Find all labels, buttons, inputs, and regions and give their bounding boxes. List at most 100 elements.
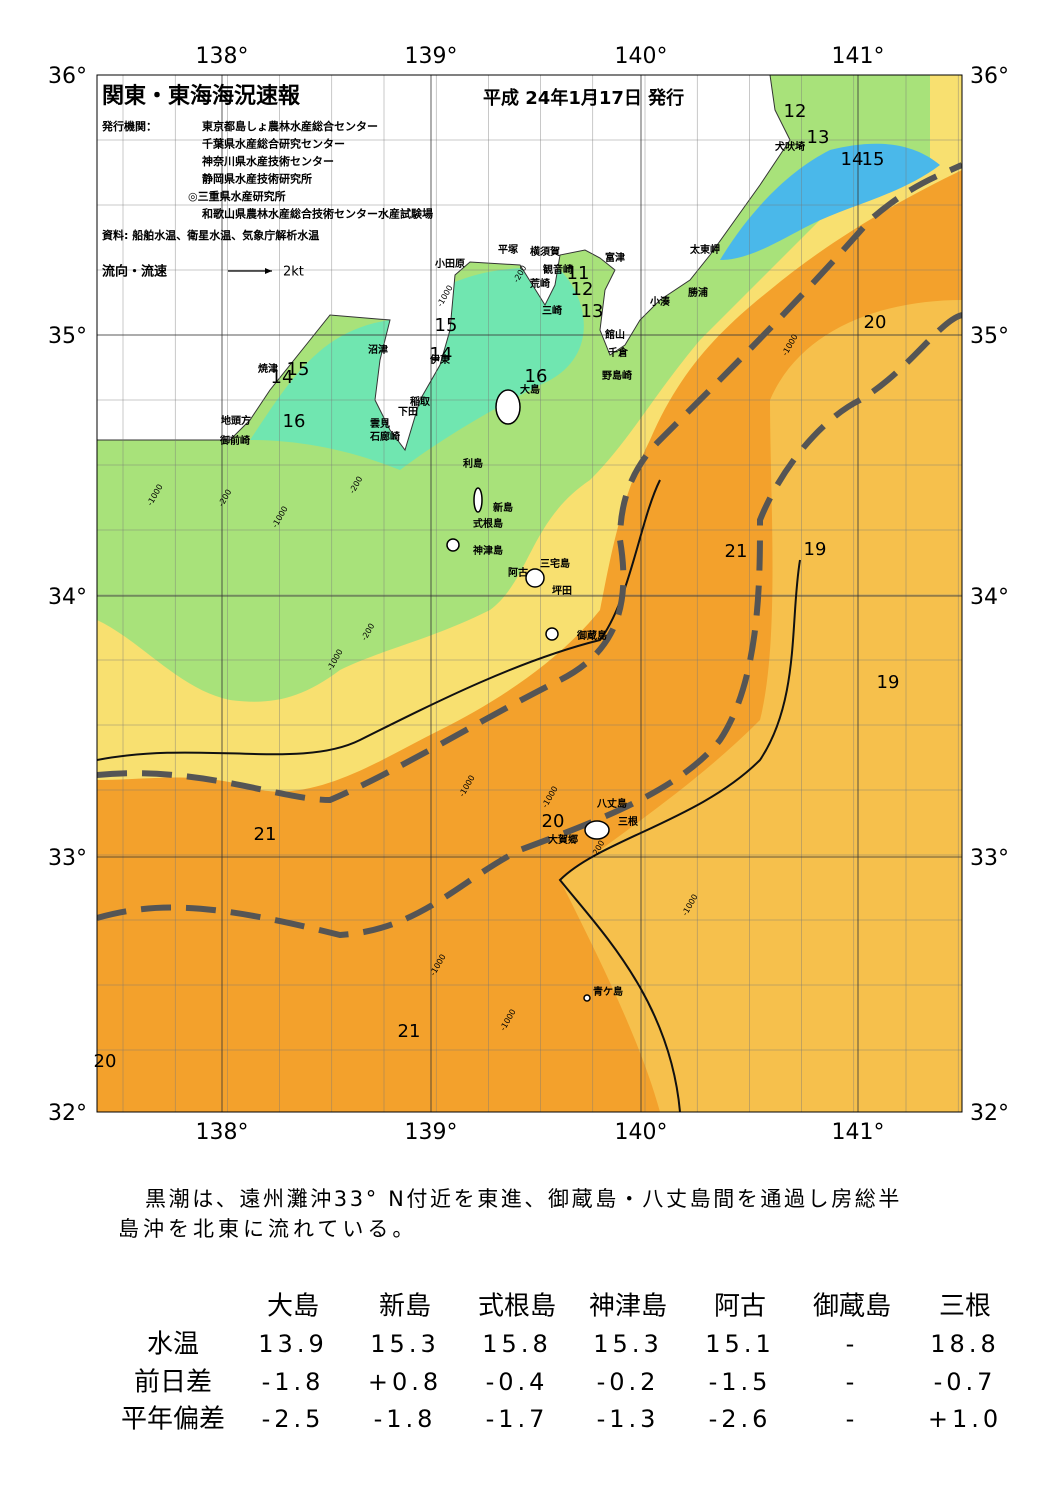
lat-label: 36°	[48, 64, 87, 89]
place-name: 新島	[493, 501, 513, 514]
table-cell: +1.0	[928, 1405, 1002, 1433]
island	[525, 568, 545, 588]
lon-label: 140°	[615, 1120, 668, 1145]
isotherm	[97, 479, 661, 761]
land	[97, 75, 791, 452]
lon-label: 138°	[196, 44, 249, 69]
issuer-label: 発行機関：	[101, 119, 157, 133]
contour-label: 19	[804, 539, 827, 560]
table-cell: -1.5	[709, 1368, 772, 1396]
table-cell: 18.8	[930, 1330, 999, 1358]
table-cell: 13.9	[258, 1330, 327, 1358]
place-name: 太東岬	[689, 243, 720, 256]
table-header: 大島	[267, 1292, 319, 1322]
place-name: 三根	[618, 815, 638, 828]
table-cell: -2.5	[262, 1405, 325, 1433]
place-name: 坪田	[552, 584, 572, 597]
place-name: 三崎	[542, 304, 562, 317]
island	[495, 389, 521, 425]
lat-label: 32°	[970, 1101, 1009, 1126]
table-cell: -1.8	[374, 1405, 437, 1433]
island	[446, 538, 460, 552]
place-name: 野島崎	[602, 369, 632, 382]
table-cell: -1.7	[486, 1405, 549, 1433]
legend-speed: 2kt	[283, 265, 304, 280]
lon-label: 138°	[196, 1120, 249, 1145]
contour-label: 12	[784, 101, 807, 122]
lon-label: 140°	[615, 44, 668, 69]
place-name: 荒崎	[529, 277, 550, 290]
issuer: 千葉県水産総合研究センター	[202, 137, 345, 151]
contour-label: 20	[864, 312, 887, 333]
lon-label: 139°	[405, 44, 458, 69]
place-name: 千倉	[608, 346, 629, 359]
lat-label: 33°	[970, 846, 1009, 871]
place-name: 石廊崎	[369, 430, 400, 443]
sea-east	[560, 300, 962, 1112]
sea-coldest	[720, 143, 940, 260]
legend-arrowhead	[265, 268, 272, 274]
table-header: 阿古	[714, 1292, 766, 1322]
place-name: 勝浦	[688, 286, 708, 299]
kuroshio-edge	[97, 312, 962, 939]
table-cell: -0.7	[934, 1368, 997, 1396]
table-cell: +0.8	[368, 1368, 442, 1396]
table-header: 神津島	[589, 1292, 667, 1322]
contour-label: 13	[807, 127, 830, 148]
contour-label: 14	[271, 367, 294, 388]
table-cell: 15.3	[370, 1330, 439, 1358]
contour-label: 16	[283, 411, 306, 432]
contour-label: 21	[725, 541, 748, 562]
lat-label: 32°	[48, 1101, 87, 1126]
contour-label: 13	[581, 301, 604, 322]
place-name: 横須賀	[530, 245, 560, 258]
row-label: 水温	[147, 1330, 199, 1360]
lat-label: 33°	[48, 846, 87, 871]
contour-label: 20	[542, 811, 565, 832]
lat-label: 36°	[970, 64, 1009, 89]
contour-label: 14	[841, 149, 864, 170]
place-name: 下田	[398, 406, 418, 418]
table-header: 新島	[379, 1292, 431, 1322]
contour-label: 16	[525, 366, 548, 387]
description: 黒潮は、遠州灘沖33° N付近を東進、御蔵島・八丈島間を通過し房総半	[145, 1187, 902, 1211]
table-cell: -0.2	[597, 1368, 660, 1396]
contour-label: 20	[94, 1051, 117, 1072]
issuer: 神奈川県水産技術センター	[202, 154, 334, 168]
place-name: 富津	[605, 251, 625, 264]
place-name: 神津島	[473, 544, 503, 557]
lat-label: 35°	[48, 324, 87, 349]
issuer: ◎三重県水産研究所	[188, 189, 286, 203]
place-name: 阿古	[508, 566, 528, 579]
table-header: 式根島	[478, 1292, 556, 1322]
place-name: 焼津	[258, 362, 278, 375]
place-name: 犬吠埼	[775, 140, 805, 153]
row-label: 前日差	[134, 1368, 212, 1398]
table-cell: 15.3	[593, 1330, 662, 1358]
description: 島沖を北東に流れている。	[118, 1217, 417, 1241]
contour-label: 11	[567, 263, 590, 284]
map-body	[97, 75, 962, 1112]
place-name: 館山	[604, 328, 625, 341]
place-name: 地頭方	[221, 414, 251, 427]
lon-label: 141°	[832, 1120, 885, 1145]
kuroshio-edge	[97, 162, 962, 804]
contour-label: 19	[877, 672, 900, 693]
grid	[97, 75, 962, 1112]
place-name: 伊東	[429, 353, 450, 366]
place-name: 大賀郷	[548, 833, 578, 846]
title: 関東・東海海況速報	[102, 83, 301, 109]
place-name: 小湊	[649, 295, 671, 308]
island	[584, 820, 610, 840]
table-cell: -1.3	[597, 1405, 660, 1433]
isotherm	[558, 559, 801, 1112]
contour-label: 12	[571, 279, 594, 300]
table-header: 三根	[939, 1292, 991, 1322]
issue-date: 平成 24年1月17日 発行	[483, 87, 684, 109]
legend-label: 流向・流速	[102, 264, 167, 280]
contour-label: 21	[398, 1021, 421, 1042]
place-name: 御蔵島	[576, 629, 607, 642]
table-cell: -2.6	[709, 1405, 772, 1433]
place-name: 利島	[463, 457, 483, 470]
